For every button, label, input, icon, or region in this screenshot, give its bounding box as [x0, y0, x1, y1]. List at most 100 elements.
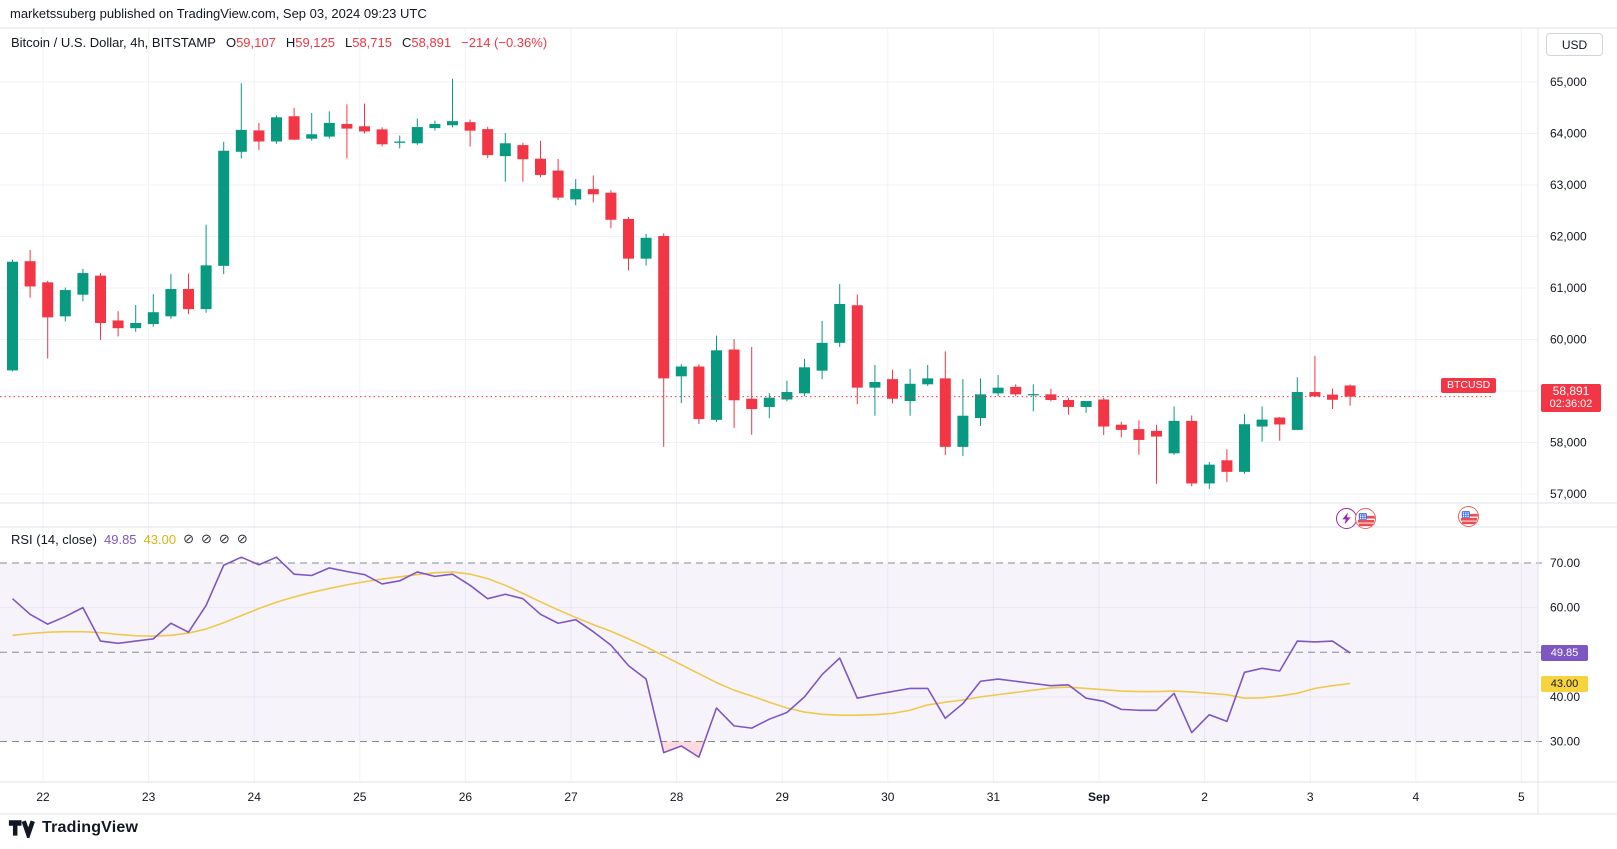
candle-body	[1221, 460, 1233, 472]
candle-body	[922, 378, 934, 385]
candle-body	[904, 383, 916, 402]
candle-body	[7, 261, 18, 371]
time-axis-label[interactable]: 25	[353, 790, 367, 804]
candle-body	[939, 378, 951, 447]
candle-body	[869, 381, 881, 388]
hidden-value-icon: ⊘	[201, 531, 212, 546]
candle-body	[623, 218, 634, 259]
time-axis-label[interactable]: 2	[1201, 790, 1208, 804]
candle-body	[394, 141, 406, 143]
candle-body	[323, 122, 335, 137]
time-axis-label[interactable]: 31	[987, 790, 1001, 804]
price-axis-label[interactable]: 57,000	[1550, 487, 1587, 501]
candle-body	[799, 367, 810, 394]
candle-body	[851, 305, 863, 388]
rsi-oversold-fill	[661, 741, 705, 758]
candle-body	[1080, 401, 1092, 407]
candle-body	[728, 349, 740, 401]
tradingview-logo[interactable]: TradingView	[8, 817, 138, 838]
rsi-legend: RSI (14, close) 49.85 43.00 ⊘ ⊘ ⊘ ⊘	[11, 531, 248, 547]
price-axis-label[interactable]: 58,000	[1550, 436, 1587, 450]
rsi-axis-label[interactable]: 40.00	[1550, 690, 1580, 704]
candle-body	[112, 320, 124, 329]
rsi-axis-label[interactable]: 30.00	[1550, 735, 1580, 749]
candle-body	[218, 150, 230, 266]
us-flag-event-icon[interactable]	[1458, 506, 1479, 527]
candle-body	[957, 415, 969, 447]
ohlc-close: C58,891	[401, 35, 452, 50]
candle-body	[1239, 424, 1250, 472]
price-axis-label[interactable]: 62,000	[1550, 230, 1587, 244]
candle-body	[1027, 394, 1039, 396]
candle-body	[95, 275, 106, 324]
candle-body	[429, 123, 441, 129]
hidden-value-icon: ⊘	[218, 531, 230, 546]
currency-button[interactable]: USD	[1546, 33, 1603, 56]
hidden-value-icon: ⊘	[236, 531, 248, 546]
candle-body	[640, 237, 652, 259]
price-axis-label[interactable]: 65,000	[1550, 75, 1587, 89]
candle-body	[552, 170, 564, 198]
rsi-value-badge: 49.85	[1541, 645, 1588, 661]
candle-body	[411, 127, 423, 144]
price-axis-label[interactable]: 60,000	[1550, 333, 1587, 347]
candle-body	[816, 342, 828, 371]
tradingview-logo-icon	[8, 820, 35, 838]
candle-body	[1203, 464, 1215, 484]
candle-body	[1327, 394, 1338, 400]
candle-body	[464, 122, 476, 131]
candle-body	[1291, 392, 1303, 430]
candle-body	[1045, 394, 1057, 401]
candle-body	[781, 392, 793, 400]
rsi-axis-label[interactable]: 60.00	[1550, 601, 1580, 615]
bar-countdown: 02:36:02	[1549, 398, 1593, 410]
candle-body	[1344, 385, 1356, 397]
candle-body	[359, 126, 370, 132]
symbol-title: Bitcoin / U.S. Dollar, 4h, BITSTAMP	[11, 35, 216, 50]
ohlc-open: O59,107	[225, 35, 276, 50]
time-axis-label[interactable]: 4	[1412, 790, 1419, 804]
time-axis-label[interactable]: 30	[881, 790, 895, 804]
lightning-event-icon[interactable]	[1336, 508, 1357, 529]
rsi-axis-label[interactable]: 70.00	[1550, 556, 1580, 570]
candle-body	[482, 129, 494, 156]
candle-body	[235, 129, 247, 152]
publish-header: marketssuberg published on TradingView.c…	[10, 6, 427, 21]
candle-body	[253, 130, 265, 142]
time-axis-label[interactable]: 26	[459, 790, 473, 804]
time-axis-label[interactable]: 22	[36, 790, 50, 804]
time-axis-label[interactable]: 24	[248, 790, 262, 804]
time-axis-label[interactable]: Sep	[1088, 790, 1110, 804]
candle-body	[183, 289, 194, 310]
candle-body	[887, 379, 898, 399]
time-axis-label[interactable]: 28	[670, 790, 684, 804]
candle-body	[24, 261, 36, 287]
symbol-legend: Bitcoin / U.S. Dollar, 4h, BITSTAMP O59,…	[11, 35, 547, 50]
time-axis-label[interactable]: 29	[776, 790, 790, 804]
candle-body	[447, 121, 458, 126]
time-axis-label[interactable]: 23	[142, 790, 156, 804]
candle-body	[763, 397, 775, 407]
candle-body	[1168, 420, 1180, 454]
candle-body	[834, 303, 846, 343]
time-axis-label[interactable]: 27	[564, 790, 578, 804]
candle-body	[1186, 420, 1198, 484]
time-axis-label[interactable]: 3	[1307, 790, 1314, 804]
time-axis-label[interactable]: 5	[1518, 790, 1525, 804]
candle-body	[59, 290, 71, 317]
candle-body	[535, 158, 546, 175]
price-axis-label[interactable]: 63,000	[1550, 178, 1587, 192]
candle-body	[42, 282, 54, 318]
rsi-ma-line	[12, 571, 1351, 716]
ohlc-low: L58,715	[344, 35, 392, 50]
candle-body	[376, 129, 388, 145]
price-axis-label[interactable]: 61,000	[1550, 281, 1587, 295]
candle-body	[675, 366, 687, 377]
symbol-price-tag: BTCUSD	[1441, 378, 1497, 393]
candle-body	[1274, 417, 1286, 425]
price-axis-label[interactable]: 64,000	[1550, 127, 1587, 141]
rsi-title: RSI (14, close)	[11, 531, 97, 547]
us-flag-event-icon[interactable]	[1355, 508, 1376, 529]
candle-body	[1256, 419, 1268, 427]
